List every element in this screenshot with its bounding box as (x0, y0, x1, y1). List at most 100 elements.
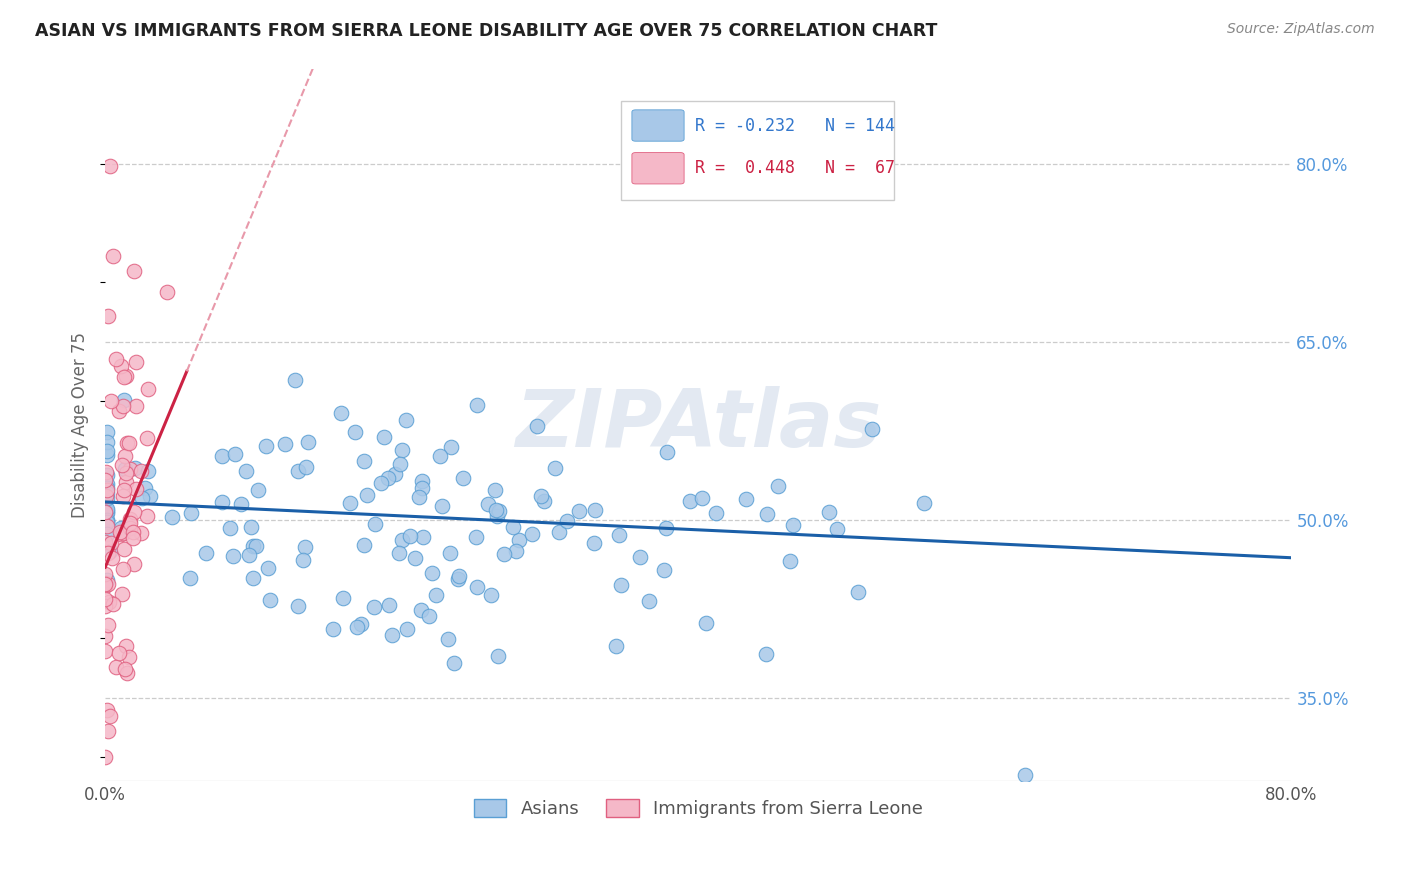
Point (391, 533, 413, 548)
Point (96, 477, 118, 491)
Point (96, 491, 118, 506)
Point (555, 514, 578, 528)
Point (860, 422, 883, 436)
Point (259, 592, 281, 607)
Point (568, 504, 591, 518)
Point (96, 485, 118, 500)
Point (505, 544, 527, 558)
Point (104, 352, 127, 367)
Point (96, 514, 118, 528)
Point (122, 531, 145, 545)
Point (344, 425, 367, 440)
Point (97, 618, 120, 632)
Point (756, 507, 779, 521)
Point (110, 527, 132, 541)
Point (766, 479, 789, 493)
Point (494, 547, 516, 561)
Point (96, 483, 118, 497)
Point (605, 639, 627, 653)
Point (94, 535, 117, 549)
Point (96, 501, 118, 516)
Text: R = -0.232   N = 144: R = -0.232 N = 144 (695, 117, 894, 135)
Point (96, 468, 118, 483)
Legend: Asians, Immigrants from Sierra Leone: Asians, Immigrants from Sierra Leone (467, 792, 931, 825)
Point (98, 543, 121, 558)
Point (520, 526, 543, 541)
Point (117, 649, 139, 664)
Point (477, 497, 499, 511)
Point (353, 453, 375, 467)
Point (256, 561, 278, 575)
Text: ASIAN VS IMMIGRANTS FROM SIERRA LEONE DISABILITY AGE OVER 75 CORRELATION CHART: ASIAN VS IMMIGRANTS FROM SIERRA LEONE DI… (35, 22, 938, 40)
Point (404, 551, 426, 566)
Point (465, 530, 488, 544)
Point (96, 519, 118, 533)
Point (114, 450, 136, 464)
Point (104, 660, 127, 674)
Point (548, 525, 571, 540)
Point (284, 373, 307, 387)
Point (238, 548, 260, 562)
Point (533, 494, 555, 508)
Point (117, 665, 139, 680)
Point (295, 459, 318, 474)
Point (117, 436, 139, 450)
Point (429, 449, 451, 463)
Point (96, 449, 118, 463)
Point (247, 483, 270, 498)
Point (827, 522, 849, 536)
Point (97, 723, 120, 738)
Point (704, 506, 727, 520)
Point (108, 647, 131, 661)
Point (231, 497, 253, 511)
Point (115, 368, 138, 383)
Point (439, 546, 461, 560)
Point (411, 481, 433, 495)
Point (96, 435, 118, 450)
Point (583, 503, 606, 517)
Point (114, 462, 136, 476)
Point (115, 466, 138, 480)
Point (96, 444, 118, 458)
Point (274, 436, 297, 450)
Point (114, 663, 136, 677)
Point (101, 551, 124, 566)
Point (1014, 768, 1036, 782)
Point (108, 404, 131, 418)
Point (100, 536, 122, 550)
Point (218, 521, 240, 535)
Point (211, 449, 233, 463)
Point (339, 496, 361, 510)
Point (409, 603, 432, 617)
Point (329, 406, 352, 420)
Point (465, 398, 488, 412)
Point (391, 443, 413, 458)
Point (112, 526, 135, 541)
Point (378, 598, 401, 612)
Point (432, 500, 454, 514)
Point (502, 520, 524, 534)
Point (254, 439, 277, 453)
Point (94, 505, 117, 519)
Point (156, 285, 179, 299)
Point (110, 524, 132, 539)
Point (485, 508, 508, 523)
Point (637, 594, 659, 608)
Point (607, 528, 630, 542)
Point (122, 557, 145, 571)
Point (131, 491, 153, 506)
Point (134, 481, 156, 495)
Point (124, 505, 146, 519)
Point (411, 474, 433, 488)
Point (122, 524, 145, 539)
Point (96, 513, 118, 527)
Point (425, 588, 447, 602)
Point (440, 440, 463, 454)
Point (112, 393, 135, 408)
Point (94, 644, 117, 658)
Point (332, 591, 354, 606)
Point (98, 595, 121, 609)
Point (449, 569, 471, 583)
Point (446, 572, 468, 586)
Point (628, 549, 651, 564)
